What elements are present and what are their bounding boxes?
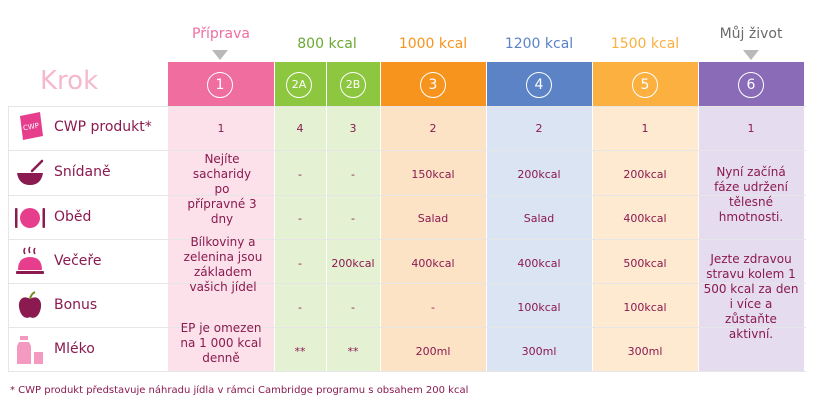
snidane-2b: -: [351, 168, 355, 181]
step-circle-6: 6: [738, 72, 764, 98]
cwp-value-3: 2: [429, 122, 437, 135]
vecere-5: 500kcal: [623, 257, 667, 270]
phase-1500-label: 1500 kcal: [610, 36, 680, 52]
breakfast-bowl-icon: [17, 159, 44, 185]
row-label-obed: Oběd: [54, 209, 92, 225]
bonus-3: -: [431, 301, 435, 314]
vecere-2a: -: [298, 257, 302, 270]
lunch-plate-icon: [15, 208, 45, 228]
bonus-4: 100kcal: [517, 301, 561, 314]
vecere-4: 400kcal: [517, 257, 561, 270]
phase-1200-label: 1200 kcal: [504, 36, 574, 52]
row-label-cwp: CWP produkt*: [54, 119, 152, 135]
vecere-2b: 200kcal: [331, 257, 375, 270]
phase-800-label: 800 kcal: [297, 36, 357, 52]
cwp-value-1: 1: [217, 122, 225, 135]
phase-1000-label: 1000 kcal: [398, 36, 468, 52]
dinner-cloche-icon: [16, 246, 44, 274]
row-divider: [8, 150, 806, 151]
column-bg-3: [380, 62, 486, 372]
mleko-2b: **: [347, 345, 359, 358]
column-bg-2: [274, 62, 380, 372]
cwp-value-4: 2: [535, 122, 543, 135]
krok-label: Krok: [40, 66, 99, 96]
priprava-note-carbs: Nejíte sacharidy po přípravné 3 dny: [187, 152, 257, 226]
svg-text:CWP: CWP: [22, 122, 39, 133]
column-bg-1: [168, 62, 274, 372]
priprava-note-protein: Bílkoviny a zelenina jsou základem vašic…: [183, 235, 263, 294]
obed-5: 400kcal: [623, 212, 667, 225]
step-circle-3: 3: [420, 72, 446, 98]
vecere-3: 400kcal: [411, 257, 455, 270]
bonus-2a: -: [298, 301, 302, 314]
cwp-value-6: 1: [747, 122, 755, 135]
row-label-bonus: Bonus: [54, 297, 98, 313]
column-divider: [486, 62, 487, 372]
muj-zivot-note-healthy: Jezte zdravou stravu kolem 1 500 kcal za…: [703, 252, 799, 341]
row-label-mleko: Mléko: [54, 341, 95, 357]
cwp-value-2b: 3: [349, 122, 357, 135]
cwp-value-2a: 4: [296, 122, 304, 135]
bonus-apple-icon: [18, 291, 42, 318]
column-divider: [698, 62, 699, 372]
row-label-snidane: Snídaně: [54, 164, 111, 180]
obed-2a: -: [298, 212, 302, 225]
mleko-4: 300ml: [521, 345, 557, 358]
priprava-note-ep: EP je omezen na 1 000 kcal denně: [180, 321, 262, 365]
snidane-2a: -: [298, 168, 302, 181]
step-circle-4: 4: [526, 72, 552, 98]
phase-muj-zivot-label: Můj život: [719, 26, 783, 42]
row-divider: [8, 327, 806, 328]
column-bg-6: [698, 62, 804, 372]
column-bg-4: [486, 62, 592, 372]
column-divider: [592, 62, 593, 372]
milk-bottle-icon: [17, 336, 43, 364]
mleko-5: 300ml: [627, 345, 663, 358]
cwp-packet-icon: CWP: [20, 112, 43, 140]
obed-2b: -: [351, 212, 355, 225]
step-circle-2a: 2A: [286, 72, 312, 98]
phase-muj-zivot-arrow-icon: [743, 50, 759, 60]
snidane-5: 200kcal: [623, 168, 667, 181]
mleko-3: 200ml: [415, 345, 451, 358]
row-divider: [8, 283, 806, 284]
snidane-4: 200kcal: [517, 168, 561, 181]
column-divider: [380, 62, 381, 372]
row-divider: [8, 106, 806, 107]
footnote: * CWP produkt představuje náhradu jídla …: [10, 385, 469, 396]
step-circle-1: 1: [207, 72, 233, 98]
phase-priprava-arrow-icon: [212, 50, 228, 60]
row-divider: [8, 371, 806, 372]
obed-3: Salad: [417, 212, 449, 225]
row-divider: [8, 239, 806, 240]
mleko-2a: **: [294, 345, 306, 358]
table-left-border: [8, 106, 9, 371]
obed-4: Salad: [523, 212, 555, 225]
column-divider: [326, 62, 327, 372]
step-circle-5: 5: [632, 72, 658, 98]
column-bg-5: [592, 62, 698, 372]
snidane-3: 150kcal: [411, 168, 455, 181]
muj-zivot-note-maintenance: Nyní začíná fáze udržení tělesné hmotnos…: [714, 165, 788, 224]
step-circle-2b: 2B: [340, 72, 366, 98]
column-divider: [274, 62, 275, 372]
row-divider: [8, 195, 806, 196]
phase-priprava-label: Příprava: [192, 26, 250, 42]
bonus-2b: -: [351, 301, 355, 314]
cwp-value-5: 1: [641, 122, 649, 135]
bonus-5: 100kcal: [623, 301, 667, 314]
row-label-vecere: Večeře: [54, 253, 102, 269]
